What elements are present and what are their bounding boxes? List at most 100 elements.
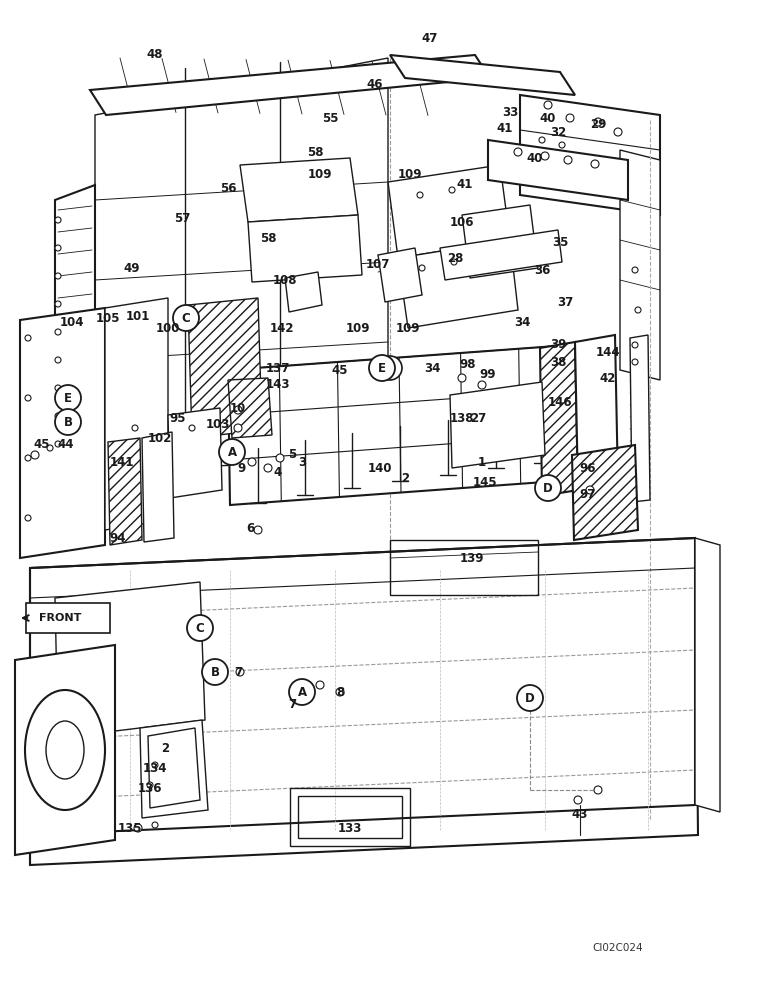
Circle shape (25, 395, 31, 401)
Text: 105: 105 (96, 312, 120, 324)
Text: 33: 33 (502, 105, 518, 118)
Circle shape (173, 305, 199, 331)
Text: 140: 140 (368, 462, 392, 475)
Polygon shape (240, 158, 358, 222)
Circle shape (369, 355, 395, 381)
Polygon shape (440, 230, 562, 280)
Text: 109: 109 (397, 168, 423, 182)
Circle shape (55, 301, 61, 307)
Text: 38: 38 (549, 356, 566, 368)
Text: E: E (64, 391, 72, 404)
Circle shape (47, 445, 53, 451)
Text: C: C (182, 312, 190, 324)
Text: D: D (525, 692, 535, 704)
Polygon shape (168, 408, 222, 498)
Circle shape (541, 152, 549, 160)
Text: 142: 142 (270, 322, 294, 334)
Text: FRONT: FRONT (39, 613, 81, 623)
Circle shape (336, 688, 344, 696)
Circle shape (234, 424, 242, 432)
Circle shape (517, 685, 543, 711)
Circle shape (514, 148, 522, 156)
Text: 94: 94 (109, 532, 126, 544)
Text: 45: 45 (33, 438, 50, 452)
Text: 108: 108 (273, 273, 297, 286)
Circle shape (264, 464, 272, 472)
Polygon shape (90, 55, 490, 115)
Text: 42: 42 (600, 371, 616, 384)
Circle shape (289, 679, 315, 705)
Polygon shape (30, 538, 698, 865)
Polygon shape (248, 215, 362, 282)
Text: 109: 109 (308, 168, 332, 182)
Text: 145: 145 (473, 476, 497, 488)
Text: 102: 102 (147, 432, 173, 444)
Text: 41: 41 (457, 178, 473, 192)
Circle shape (478, 381, 486, 389)
Text: 44: 44 (58, 438, 74, 452)
Circle shape (55, 245, 61, 251)
Circle shape (55, 273, 61, 279)
Circle shape (132, 425, 138, 431)
Circle shape (614, 128, 622, 136)
Text: 99: 99 (480, 368, 496, 381)
Text: 107: 107 (366, 258, 390, 271)
Circle shape (290, 680, 314, 704)
Circle shape (458, 374, 466, 382)
Text: CI02C024: CI02C024 (593, 943, 643, 953)
Text: 40: 40 (540, 111, 556, 124)
Circle shape (55, 385, 61, 391)
Circle shape (387, 272, 393, 278)
Text: 35: 35 (552, 235, 568, 248)
Text: 2: 2 (161, 742, 169, 754)
Circle shape (586, 486, 594, 494)
Text: 36: 36 (534, 263, 550, 276)
Text: 32: 32 (550, 125, 566, 138)
Text: 103: 103 (206, 418, 230, 432)
Circle shape (152, 762, 158, 768)
Circle shape (202, 659, 228, 685)
Circle shape (632, 342, 638, 348)
Text: 6: 6 (246, 522, 254, 534)
Text: A: A (297, 686, 306, 698)
Text: 143: 143 (266, 378, 290, 391)
Text: 49: 49 (124, 261, 141, 274)
Text: 39: 39 (549, 338, 566, 352)
Text: A: A (227, 446, 236, 458)
Text: 96: 96 (580, 462, 597, 475)
Circle shape (187, 615, 213, 641)
Circle shape (316, 681, 324, 689)
Circle shape (635, 307, 641, 313)
Text: 29: 29 (590, 118, 606, 131)
Text: 106: 106 (450, 216, 474, 229)
Circle shape (254, 526, 262, 534)
Text: 100: 100 (156, 322, 180, 334)
Text: 34: 34 (514, 316, 530, 328)
Polygon shape (575, 335, 618, 490)
Text: 58: 58 (307, 145, 323, 158)
Text: 141: 141 (109, 456, 135, 468)
Text: 4: 4 (274, 466, 282, 479)
Text: 57: 57 (174, 212, 190, 225)
Circle shape (518, 686, 542, 710)
Circle shape (248, 458, 256, 466)
Polygon shape (95, 58, 388, 470)
Circle shape (632, 359, 638, 365)
Text: 8: 8 (336, 686, 344, 698)
Circle shape (419, 265, 425, 271)
Text: 46: 46 (367, 79, 383, 92)
Text: C: C (195, 621, 204, 635)
Text: 2: 2 (401, 472, 409, 485)
Text: 27: 27 (470, 412, 486, 424)
Text: 134: 134 (143, 762, 167, 774)
Circle shape (417, 192, 423, 198)
Polygon shape (15, 645, 115, 855)
Circle shape (632, 267, 638, 273)
Polygon shape (55, 185, 95, 478)
Text: 136: 136 (138, 782, 162, 794)
Text: 146: 146 (548, 395, 572, 408)
Circle shape (55, 385, 81, 411)
Polygon shape (285, 272, 322, 312)
Text: 95: 95 (169, 412, 186, 424)
Circle shape (378, 356, 402, 380)
